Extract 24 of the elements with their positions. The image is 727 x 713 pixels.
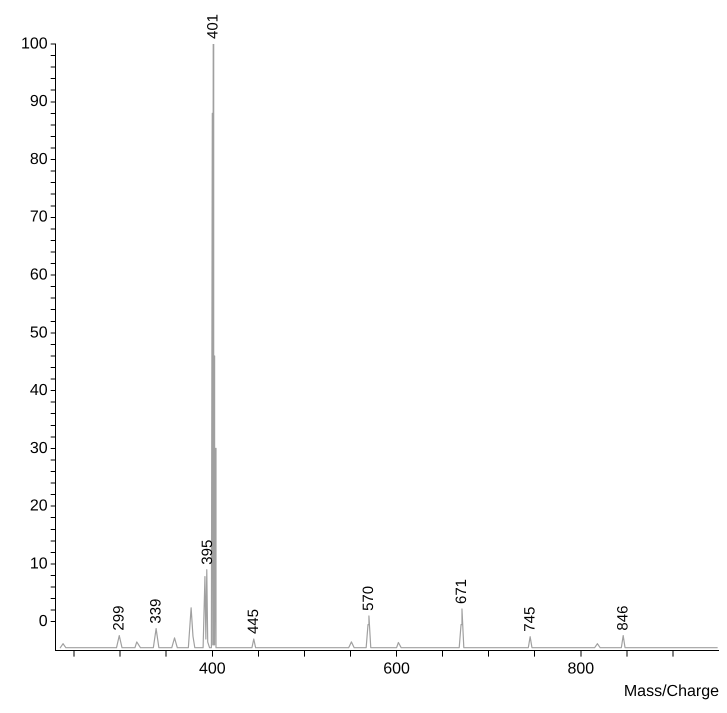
x-tick-label: 800 [567, 660, 594, 678]
y-tick-label: 80 [30, 150, 48, 168]
y-tick-label: 10 [30, 555, 48, 572]
x-axis-title: Mass/Charge [624, 682, 720, 700]
y-tick-label: 70 [30, 208, 48, 226]
y-tick-label: 90 [30, 93, 48, 110]
annotation: 745 [521, 606, 538, 632]
y-tick-label: 60 [30, 266, 48, 284]
annotation: 299 [110, 606, 128, 631]
x-tick-label: 400 [198, 660, 226, 678]
annotation: 339 [147, 598, 164, 624]
annotation: 395 [198, 540, 216, 565]
y-tick-label: 30 [30, 440, 48, 457]
annotation: 401 [204, 14, 222, 39]
y-tick-label: 20 [30, 498, 48, 515]
annotation: 846 [614, 606, 632, 631]
y-tick-label: 100 [20, 35, 48, 52]
annotation: 671 [453, 578, 470, 604]
annotation: 445 [244, 609, 262, 634]
x-tick-label: 600 [383, 660, 410, 678]
y-tick-label: 0 [38, 613, 48, 630]
y-tick-label: 50 [30, 324, 48, 342]
annotation: 570 [360, 586, 378, 611]
y-tick-label: 40 [30, 382, 48, 400]
